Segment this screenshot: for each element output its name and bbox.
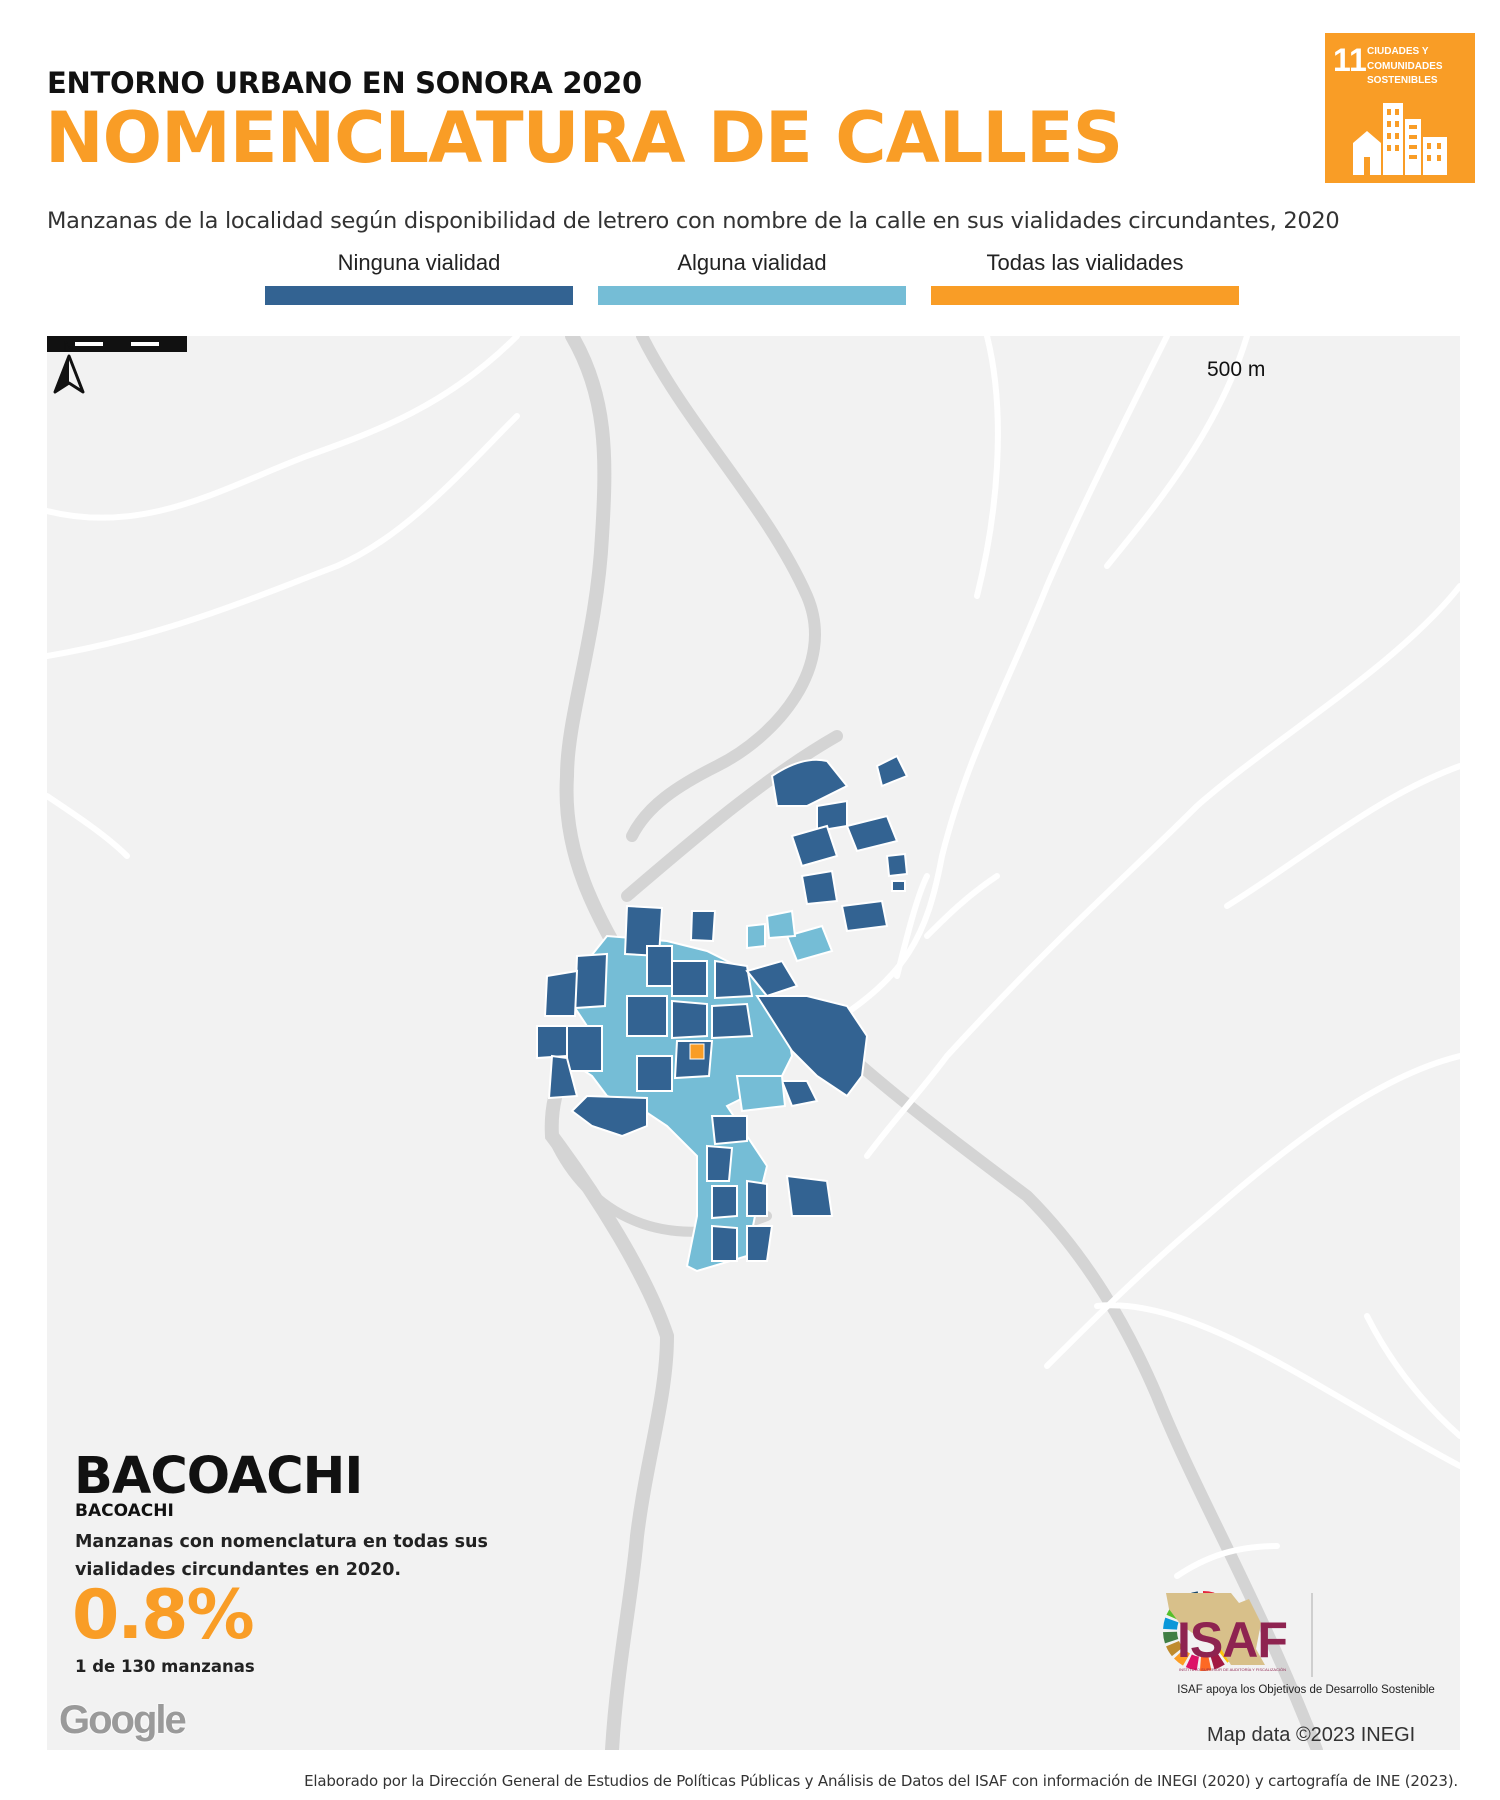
block — [689, 910, 717, 943]
block — [566, 1025, 603, 1072]
sdg-number: 11 — [1333, 42, 1367, 78]
road — [1364, 1313, 1460, 1439]
block — [746, 1225, 774, 1262]
google-logo: Google — [59, 1698, 187, 1742]
road — [47, 793, 130, 859]
town-blocks — [536, 754, 909, 1273]
highway — [621, 730, 1323, 1750]
block — [746, 922, 766, 950]
block — [646, 945, 673, 987]
map-panel[interactable]: 500 m N BACOACHI BACOACHI Manzanas con n… — [47, 336, 1460, 1750]
road — [894, 873, 930, 979]
legend-swatch — [598, 286, 906, 305]
road — [1174, 1543, 1280, 1579]
legend-label: Todas las vialidades — [986, 250, 1184, 275]
legend-label: Alguna vialidad — [677, 250, 827, 275]
footer-credit: Elaborado por la Dirección General de Es… — [304, 1772, 1458, 1790]
sdg-11-badge: 11 CIUDADES Y COMUNIDADES SOSTENIBLES — [1325, 33, 1475, 183]
road — [47, 336, 520, 521]
basemap — [47, 336, 1460, 1750]
super-title: ENTORNO URBANO EN SONORA 2020 — [47, 66, 642, 100]
block — [536, 1025, 568, 1060]
city-buildings-icon — [1353, 103, 1447, 175]
block — [845, 814, 899, 853]
block — [816, 799, 848, 833]
block — [543, 969, 579, 1017]
block — [570, 1094, 648, 1138]
block — [891, 880, 906, 892]
isaf-caption: ISAF apoya los Objetivos de Desarrollo S… — [1177, 1684, 1435, 1696]
block — [626, 995, 668, 1037]
road — [924, 873, 1000, 939]
road — [1224, 763, 1460, 909]
stat-count: 1 de 130 manzanas — [75, 1657, 255, 1676]
block — [746, 1179, 768, 1217]
block — [785, 1174, 834, 1217]
block — [711, 1185, 738, 1220]
stat-percentage: 0.8% — [72, 1576, 255, 1655]
sonora-state-shape — [1166, 1593, 1265, 1665]
legend-item-alguna: Alguna vialidad — [598, 250, 906, 305]
legend-swatch — [931, 286, 1239, 305]
block — [636, 1055, 673, 1092]
block — [800, 869, 839, 906]
block — [547, 1054, 579, 1100]
subtitle: Manzanas de la localidad según disponibi… — [47, 208, 1340, 234]
block — [710, 1115, 748, 1146]
municipality-name: BACOACHI — [75, 1501, 174, 1521]
road — [1094, 1302, 1460, 1469]
block — [711, 1224, 738, 1262]
block — [785, 924, 834, 963]
road — [1104, 336, 1250, 569]
north-arrow-icon: N — [53, 339, 85, 394]
block — [711, 1002, 754, 1040]
legend-item-todas: Todas las vialidades — [931, 250, 1239, 305]
block — [745, 959, 799, 998]
block — [885, 852, 909, 878]
locality-name: BACOACHI — [74, 1447, 363, 1506]
legend-swatch — [265, 286, 573, 305]
block — [573, 952, 609, 1010]
block — [755, 995, 869, 1098]
logo-divider — [1311, 1593, 1313, 1677]
road — [824, 336, 1170, 1029]
scale-label: 500 m — [1207, 358, 1266, 381]
river-branch — [626, 336, 821, 842]
stat-description: Manzanas con nomenclatura en todas sus v… — [75, 1532, 488, 1580]
map-attribution[interactable]: Map data ©2023 INEGI — [1207, 1724, 1416, 1746]
scale-bar — [47, 336, 187, 352]
block — [765, 909, 797, 940]
isaf-logo-block: ISAF INSTITUTO SUPERIOR DE AUDITORÍA Y F… — [1161, 1589, 1447, 1699]
block — [671, 960, 708, 997]
road — [974, 336, 1001, 599]
block — [706, 1144, 734, 1182]
north-label: N — [63, 339, 75, 356]
block — [875, 754, 909, 788]
page-title: NOMENCLATURA DE CALLES — [45, 97, 1123, 179]
block — [714, 959, 754, 1000]
sdg-label: CIUDADES Y COMUNIDADES SOSTENIBLES — [1367, 46, 1443, 86]
block-todas-vialidades — [689, 1043, 705, 1060]
block — [735, 1075, 787, 1113]
isaf-logo: ISAF — [1177, 1612, 1288, 1668]
block — [790, 824, 839, 868]
block — [671, 999, 708, 1040]
isaf-logo-subtext: INSTITUTO SUPERIOR DE AUDITORÍA Y FISCAL… — [1179, 1667, 1287, 1672]
legend-item-ninguna: Ninguna vialidad — [265, 250, 573, 305]
block — [770, 758, 849, 807]
road — [1044, 1053, 1460, 1369]
legend-label: Ninguna vialidad — [337, 250, 501, 275]
block — [840, 899, 889, 933]
block — [780, 1080, 819, 1108]
road — [864, 583, 1460, 1159]
road — [47, 413, 520, 659]
